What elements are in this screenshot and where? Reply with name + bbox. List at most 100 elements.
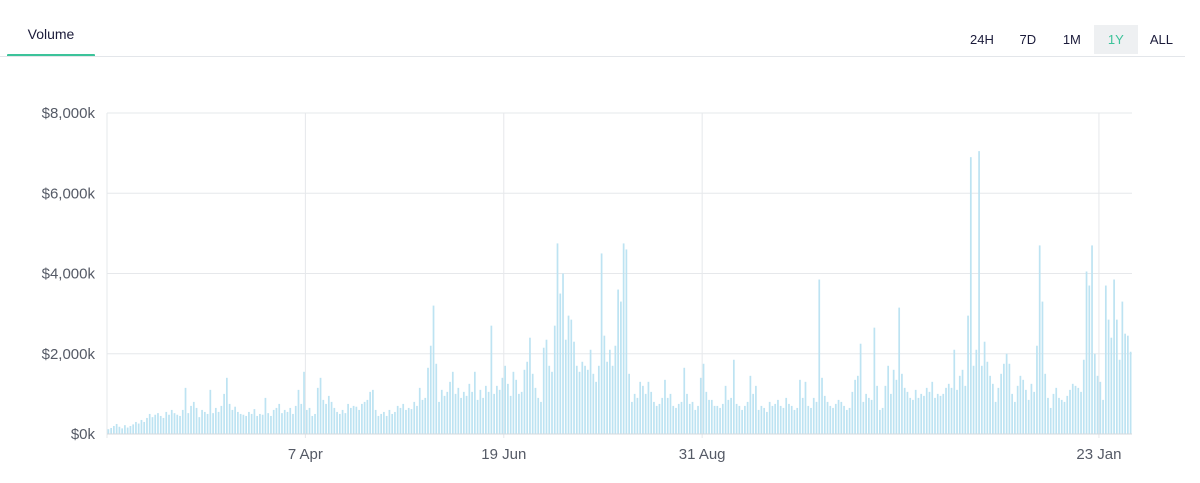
volume-bar[interactable] [501, 377, 504, 434]
volume-bar[interactable] [179, 415, 181, 434]
volume-bar[interactable] [716, 405, 719, 434]
volume-bar[interactable] [195, 407, 198, 434]
volume-bar[interactable] [592, 373, 595, 434]
volume-bar[interactable] [1008, 363, 1011, 434]
volume-bar[interactable] [1066, 395, 1069, 434]
volume-bar[interactable] [1115, 319, 1118, 434]
volume-bar[interactable] [807, 405, 810, 434]
volume-bar[interactable] [821, 377, 823, 434]
volume-bar[interactable] [440, 389, 443, 434]
volume-bar[interactable] [815, 401, 818, 434]
volume-bar[interactable] [854, 379, 856, 434]
volume-bar[interactable] [396, 405, 399, 434]
volume-bar[interactable] [275, 407, 278, 434]
volume-bar[interactable] [383, 411, 385, 434]
volume-bar[interactable] [358, 409, 360, 434]
volume-bar[interactable] [278, 403, 281, 434]
volume-bar[interactable] [451, 371, 454, 434]
volume-bar[interactable] [989, 375, 991, 434]
volume-bar[interactable] [840, 401, 843, 434]
tab-volume[interactable]: Volume [27, 26, 75, 42]
volume-bar[interactable] [688, 403, 691, 434]
volume-bar[interactable] [1091, 245, 1093, 434]
volume-bar[interactable] [928, 391, 931, 434]
volume-bar[interactable] [325, 403, 327, 434]
volume-bar[interactable] [964, 385, 967, 434]
volume-bar[interactable] [713, 405, 716, 434]
volume-bar[interactable] [611, 365, 614, 434]
volume-bar[interactable] [936, 393, 939, 435]
volume-bar[interactable] [1118, 359, 1121, 434]
volume-bar[interactable] [647, 381, 650, 434]
volume-bar[interactable] [1025, 389, 1027, 434]
volume-bar[interactable] [986, 361, 989, 434]
volume-bar[interactable] [741, 409, 743, 434]
volume-bar[interactable] [140, 419, 143, 434]
volume-bar[interactable] [308, 407, 311, 434]
volume-bar[interactable] [352, 405, 355, 434]
volume-bar[interactable] [697, 405, 699, 434]
volume-bar[interactable] [135, 421, 137, 434]
volume-bar[interactable] [110, 427, 112, 434]
volume-bar[interactable] [297, 389, 300, 434]
volume-bar[interactable] [694, 409, 697, 434]
volume-bar[interactable] [305, 409, 308, 434]
volume-bar[interactable] [642, 385, 644, 434]
volume-bar[interactable] [633, 393, 636, 435]
volume-bar[interactable] [256, 415, 259, 434]
volume-bar[interactable] [752, 393, 754, 435]
volume-bar[interactable] [856, 375, 859, 434]
volume-bar[interactable] [763, 407, 766, 434]
volume-bar[interactable] [509, 395, 512, 434]
volume-bar[interactable] [148, 413, 151, 434]
volume-bar[interactable] [818, 279, 821, 434]
volume-bar[interactable] [553, 325, 556, 434]
volume-bar[interactable] [953, 349, 956, 434]
volume-bar[interactable] [124, 425, 126, 434]
volume-bar[interactable] [542, 347, 545, 434]
volume-bar[interactable] [686, 393, 688, 435]
volume-bar[interactable] [766, 411, 768, 434]
range-1m-button[interactable]: 1M [1062, 32, 1081, 47]
volume-bar[interactable] [283, 409, 286, 434]
volume-bar[interactable] [636, 397, 639, 434]
volume-bar[interactable] [118, 426, 121, 434]
volume-bar[interactable] [559, 293, 562, 434]
volume-bar[interactable] [201, 409, 203, 434]
volume-bar[interactable] [625, 249, 628, 434]
volume-bar[interactable] [992, 383, 994, 434]
volume-bar[interactable] [1030, 383, 1033, 434]
volume-bar[interactable] [446, 391, 449, 434]
volume-bar[interactable] [192, 401, 195, 434]
volume-bar[interactable] [834, 403, 837, 434]
volume-bar[interactable] [336, 411, 338, 434]
volume-bar[interactable] [983, 341, 986, 434]
volume-bar[interactable] [261, 414, 264, 434]
volume-bar[interactable] [394, 411, 396, 434]
volume-bar[interactable] [198, 417, 201, 434]
volume-bar[interactable] [267, 413, 270, 434]
volume-bar[interactable] [471, 391, 473, 434]
volume-bar[interactable] [967, 315, 969, 434]
volume-bar[interactable] [843, 405, 845, 434]
volume-bar[interactable] [942, 393, 945, 435]
volume-bar[interactable] [303, 371, 305, 434]
volume-bar[interactable] [1088, 285, 1091, 434]
volume-bar[interactable] [316, 387, 319, 434]
volume-bar[interactable] [1107, 319, 1110, 434]
volume-bar[interactable] [443, 395, 446, 434]
volume-bar[interactable] [837, 399, 840, 434]
volume-bar[interactable] [890, 393, 892, 435]
volume-bar[interactable] [614, 345, 617, 434]
volume-bar[interactable] [1063, 401, 1066, 434]
volume-bar[interactable] [609, 349, 611, 434]
volume-bar[interactable] [465, 395, 468, 434]
volume-bar[interactable] [264, 397, 267, 434]
volume-bar[interactable] [597, 365, 600, 434]
volume-bar[interactable] [779, 405, 782, 434]
volume-bar[interactable] [347, 403, 349, 434]
volume-bar[interactable] [1071, 383, 1074, 434]
volume-bar[interactable] [961, 369, 964, 434]
volume-bar[interactable] [603, 335, 606, 434]
volume-bar[interactable] [708, 399, 710, 434]
